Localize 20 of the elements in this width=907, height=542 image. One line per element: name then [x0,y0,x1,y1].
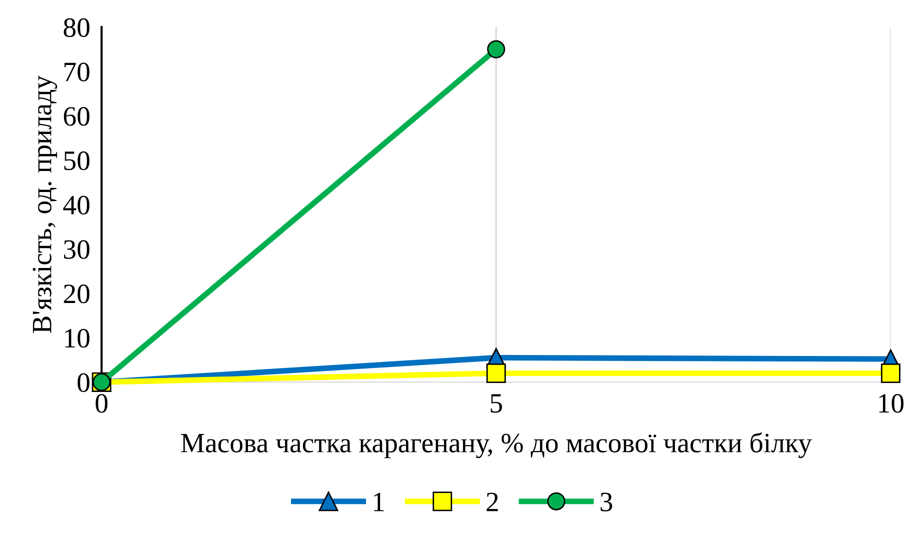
y-tick-label: 0 [78,373,90,392]
x-tick-label: 10 [879,394,904,413]
x-tick-label: 0 [96,394,108,413]
y-tick-label: 80 [64,18,90,38]
y-axis-title: В'язкість, од. приладу [32,75,58,334]
y-tick-label: 40 [63,196,90,215]
x-tick-label: 5 [490,394,502,413]
y-tick-label: 30 [64,240,90,259]
point [486,364,506,383]
legend-label: 2 [486,492,498,512]
y-tick-label: 70 [64,62,90,82]
legend-label: 1 [374,492,384,512]
x-axis-title: Масова частка карагенану, % до масової частки білку [181,432,812,458]
point [880,364,900,383]
legend-label: 3 [600,492,612,512]
y-tick-label: 50 [64,151,90,170]
y-tick-label: 10 [65,328,90,348]
y-tick-label: 20 [64,284,90,304]
y-tick-label: 60 [64,107,90,126]
point [487,40,506,58]
